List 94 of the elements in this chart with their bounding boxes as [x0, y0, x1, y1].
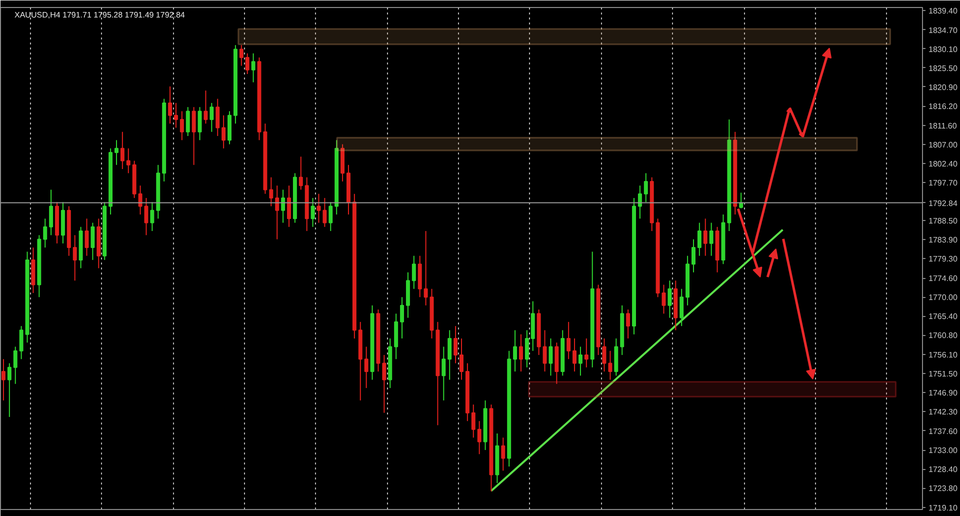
- y-tick-label: 1774.60: [928, 274, 958, 284]
- y-tick-label: 1834.70: [928, 26, 958, 35]
- candlestick: [477, 420, 482, 455]
- candlestick: [548, 338, 553, 376]
- candlestick: [697, 222, 702, 256]
- candlestick: [43, 218, 48, 248]
- candlestick: [382, 354, 386, 414]
- candlestick: [298, 156, 303, 190]
- candlestick: [460, 338, 464, 380]
- candlestick: [578, 346, 582, 376]
- candlestick: [442, 346, 446, 401]
- candlestick: [644, 172, 648, 203]
- candlestick: [662, 284, 666, 314]
- candlestick: [150, 202, 154, 232]
- candlestick: [400, 296, 404, 339]
- candlestick: [222, 114, 226, 149]
- candlestick: [626, 309, 630, 339]
- y-tick-label: 1811.60: [928, 121, 958, 130]
- y-tick-label: 1728.40: [928, 465, 958, 474]
- candlestick: [608, 350, 612, 380]
- candlestick: [322, 197, 327, 228]
- y-tick-label: 1742.30: [928, 408, 958, 417]
- candlestick: [584, 338, 588, 368]
- candlestick: [180, 110, 184, 141]
- y-tick-label: 1765.40: [928, 312, 958, 322]
- y-tick-label: 1779.30: [928, 254, 958, 264]
- y-tick-label: 1816.20: [928, 102, 958, 112]
- candlestick: [216, 98, 220, 136]
- y-tick-label: 1756.10: [928, 350, 958, 360]
- candlestick: [114, 140, 118, 166]
- candlestick: [542, 330, 547, 372]
- candlestick: [13, 346, 18, 384]
- y-tick-label: 1751.50: [928, 370, 958, 379]
- candlestick: [364, 346, 368, 389]
- candlestick: [638, 185, 642, 220]
- candlestick: [287, 185, 291, 228]
- candlestick: [19, 326, 24, 360]
- candlestick: [269, 176, 274, 207]
- candlestick: [668, 280, 672, 318]
- candlestick: [424, 230, 428, 306]
- y-tick-label: 1719.10: [928, 503, 958, 512]
- candlestick: [251, 52, 256, 83]
- ref-line-label: 1792.84: [928, 198, 958, 208]
- candlestick: [192, 106, 196, 166]
- candlestick: [275, 185, 280, 240]
- candlestick: [709, 222, 714, 256]
- y-tick-label: 1723.80: [928, 484, 958, 494]
- candlestick: [7, 362, 12, 418]
- candlestick: [126, 148, 130, 174]
- candlestick: [572, 338, 577, 372]
- candlestick: [692, 238, 696, 273]
- y-tick-label: 1746.90: [928, 388, 958, 398]
- candlestick: [513, 330, 518, 372]
- candlestick: [448, 330, 452, 380]
- candlestick: [524, 330, 529, 368]
- candlestick: [210, 102, 214, 132]
- candlestick: [454, 326, 458, 364]
- candlestick: [316, 193, 321, 224]
- candlestick: [501, 437, 506, 472]
- candlestick: [204, 90, 208, 124]
- candlestick: [1, 358, 6, 401]
- y-tick-label: 1830.10: [928, 44, 958, 54]
- candlestick: [281, 189, 286, 224]
- candlestick: [120, 131, 124, 170]
- candlestick: [198, 106, 202, 141]
- y-tick-label: 1770.00: [928, 293, 958, 302]
- candlestick: [72, 234, 77, 282]
- candlestick: [245, 52, 250, 75]
- candlestick: [49, 189, 54, 236]
- candlestick: [174, 102, 178, 128]
- y-tick-label: 1820.90: [928, 82, 958, 92]
- candlestick: [680, 288, 684, 327]
- candlestick: [518, 334, 523, 372]
- y-tick-label: 1733.00: [928, 446, 958, 456]
- candlestick: [186, 106, 190, 136]
- y-tick-label: 1797.70: [928, 178, 958, 188]
- chart-title: XAUUSD,H4 1791.71 1795.28 1791.49 1792.84: [14, 10, 186, 20]
- candlestick: [239, 44, 244, 66]
- y-tick-label: 1760.80: [928, 331, 958, 340]
- y-tick-label: 1807.00: [928, 140, 958, 150]
- candlestick: [168, 86, 172, 124]
- candlestick: [328, 202, 333, 232]
- candlestick: [471, 404, 476, 438]
- candlestick: [412, 255, 416, 290]
- y-tick-label: 1737.60: [928, 427, 958, 436]
- candlestick: [310, 197, 315, 228]
- candlestick: [90, 222, 95, 260]
- y-tick-label: 1783.90: [928, 236, 958, 245]
- candlestick: [703, 218, 708, 256]
- candlestick: [566, 321, 571, 360]
- y-tick-label: 1802.40: [928, 159, 958, 168]
- y-tick-label: 1788.50: [928, 216, 958, 226]
- y-tick-label: 1839.40: [928, 6, 958, 16]
- y-tick-label: 1825.50: [928, 64, 958, 73]
